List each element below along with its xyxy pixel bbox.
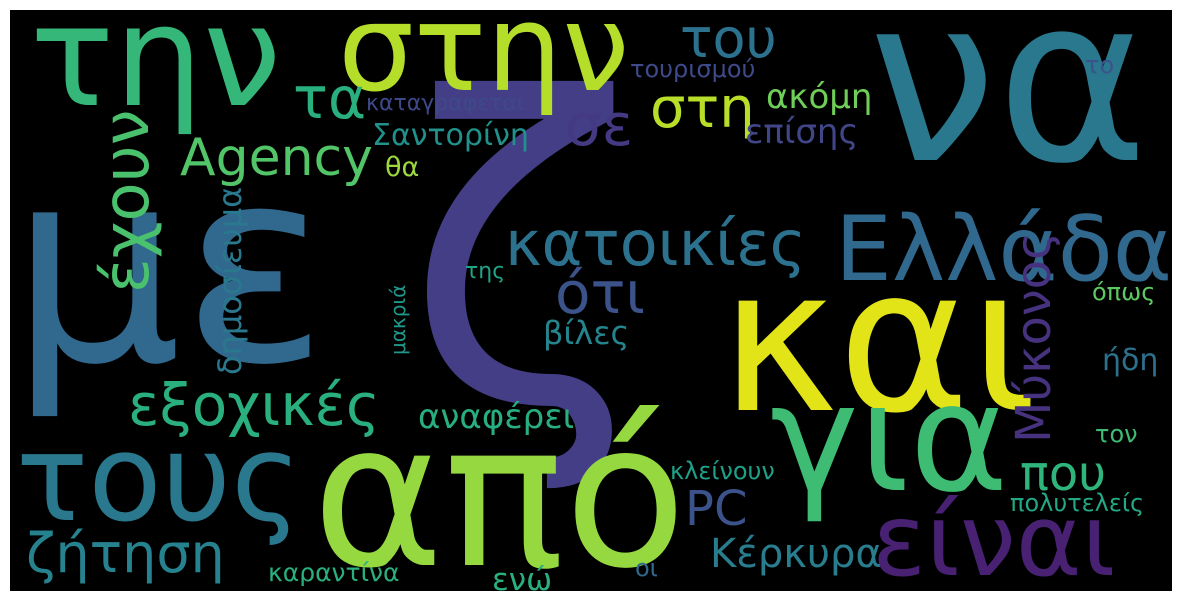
word-apo: από xyxy=(312,380,687,591)
word-agency: Agency xyxy=(180,128,373,188)
word-polyteleis: πολυτελείς xyxy=(1010,489,1144,517)
word-ton: τον xyxy=(1095,420,1138,448)
word-einai: είναι xyxy=(872,482,1116,591)
word-karantina: καραντίνα xyxy=(268,558,399,587)
word-idi: ήδη xyxy=(1102,343,1158,378)
word-mykonos: Μύκονος xyxy=(1006,232,1062,443)
word-oti: ότι xyxy=(555,259,645,327)
word-ellada: Ελλάδα xyxy=(835,197,1172,302)
word-pc: PC xyxy=(685,481,747,537)
word-katagrafetai: καταγράφεται xyxy=(366,91,524,116)
word-cloud: ζ να με και από την στην για τους Ελλάδα… xyxy=(10,10,1172,591)
word-stin: στην xyxy=(338,10,629,119)
word-opos: όπως xyxy=(1092,278,1155,306)
word-viles: βίλες xyxy=(543,314,629,352)
word-kleinoun: κλείνουν xyxy=(670,457,775,485)
word-echoun: έχουν xyxy=(90,110,164,294)
word-oi: οι xyxy=(635,554,658,582)
word-katoikies: κατοικίες xyxy=(505,207,806,280)
word-sti: στη xyxy=(650,76,755,141)
word-me: με xyxy=(10,109,328,424)
word-kai: και xyxy=(720,225,1037,458)
word-cloud-canvas: ζ να με και από την στην για τους Ελλάδα… xyxy=(10,10,1172,591)
word-se: σε xyxy=(565,91,633,159)
word-tin: την xyxy=(30,10,281,139)
word-kerkyra: Κέρκυρα xyxy=(710,531,882,577)
word-zitisi: ζήτηση xyxy=(26,522,225,585)
word-makria: μακριά xyxy=(386,285,410,355)
word-z: ζ xyxy=(405,11,633,500)
word-eno: ενώ xyxy=(492,562,552,591)
word-santorini: Σαντορίνη xyxy=(372,118,529,153)
word-exochikes: εξοχικές xyxy=(128,371,380,439)
word-ta: τα xyxy=(293,64,366,132)
word-tou: του xyxy=(680,10,777,70)
word-tourismou: τουρισμού xyxy=(630,55,755,83)
word-dimosievma: δημοσίευμα xyxy=(211,187,249,375)
word-pou: που xyxy=(1020,446,1106,502)
word-to: το xyxy=(1085,51,1114,79)
word-akomi: ακόμη xyxy=(766,77,872,117)
word-episis: επίσης xyxy=(745,112,858,152)
word-tis: της xyxy=(465,259,505,284)
word-na: να xyxy=(868,10,1148,215)
word-anaferei: αναφέρει xyxy=(418,397,574,437)
word-gia: για xyxy=(770,352,1008,526)
word-tous: τους xyxy=(16,410,302,549)
word-tha: θα xyxy=(385,152,419,183)
